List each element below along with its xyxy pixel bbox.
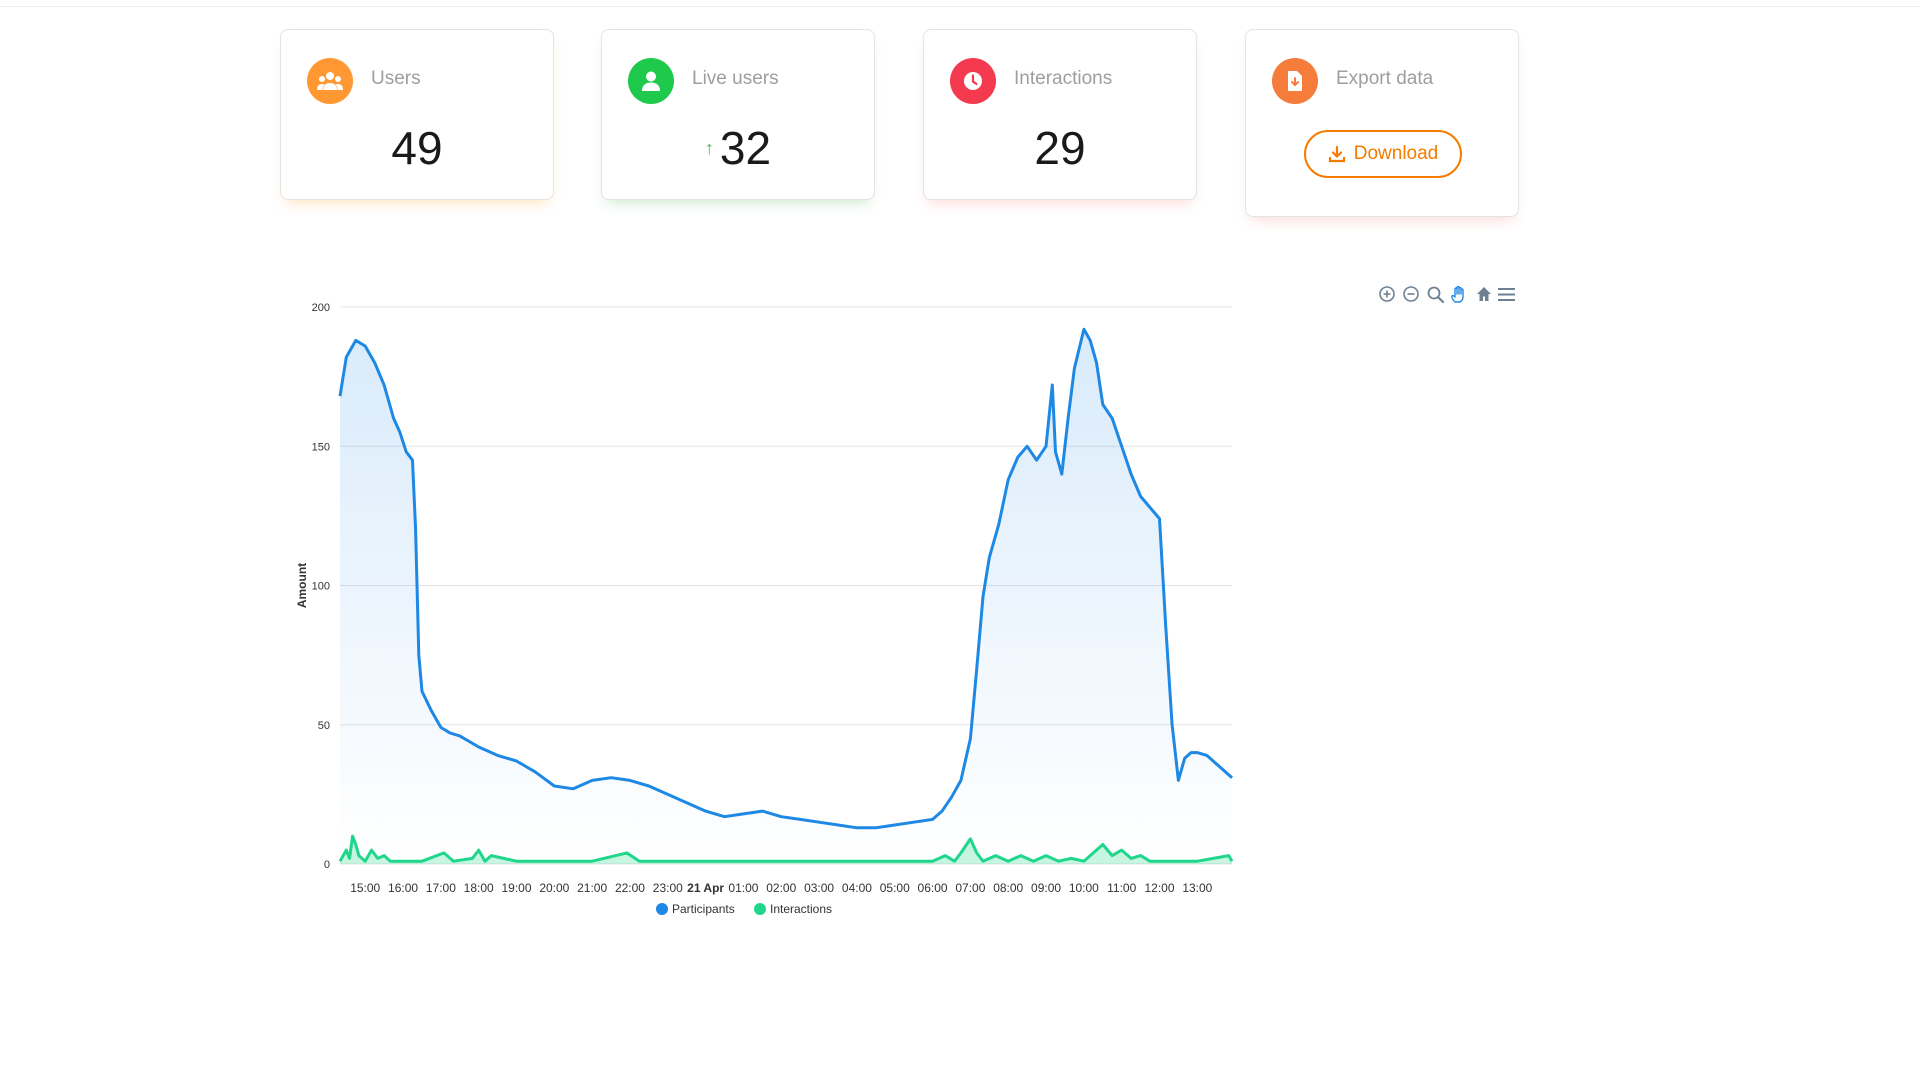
x-tick-label: 21 Apr [687, 881, 724, 895]
live-users-count: 32 [719, 122, 772, 174]
x-tick-label: 21:00 [577, 881, 607, 895]
legend-label: Participants [672, 902, 735, 916]
pan-hand-icon[interactable] [1451, 285, 1464, 303]
interactions-count: 29 [1034, 122, 1086, 174]
participants-interactions-chart: 0 50 100 150 200 Amount 15:00 16:00 17:00 18:00 19… [295, 285, 1515, 916]
y-tick-label: 100 [312, 581, 330, 593]
x-tick-label: 15:00 [350, 881, 380, 895]
x-tick-label: 04:00 [842, 881, 872, 895]
x-tick-label: 06:00 [918, 881, 948, 895]
home-icon[interactable] [1477, 287, 1491, 301]
live-users-label: Live users [692, 68, 779, 89]
y-axis-title: Amount [295, 563, 309, 608]
x-tick-label: 18:00 [464, 881, 494, 895]
user-icon [628, 58, 674, 104]
y-tick-label: 150 [312, 441, 330, 453]
interactions-card: Interactions 29 [923, 29, 1197, 200]
export-label: Export data [1336, 68, 1434, 89]
clock-icon [950, 58, 996, 104]
y-tick-label: 200 [312, 302, 330, 314]
y-tick-label: 0 [324, 859, 330, 871]
users-label: Users [371, 68, 421, 89]
legend-marker [754, 903, 766, 915]
magnifier-icon[interactable] [1427, 286, 1445, 304]
download-icon [1328, 145, 1345, 163]
x-tick-label: 10:00 [1069, 881, 1099, 895]
x-tick-label: 07:00 [955, 881, 985, 895]
zoom-in-icon[interactable] [1379, 286, 1395, 302]
interactions-line [338, 834, 1234, 863]
live-users-value-row: ↑ 32 [602, 121, 874, 175]
y-tick-label: 50 [318, 720, 330, 732]
x-tick-label: 01:00 [728, 881, 758, 895]
download-button[interactable]: Download [1304, 130, 1462, 178]
x-tick-label: 13:00 [1182, 881, 1212, 895]
x-tick-label: 02:00 [766, 881, 796, 895]
x-tick-label: 20:00 [539, 881, 569, 895]
trend-up-icon: ↑ [704, 138, 714, 158]
x-tick-label: 05:00 [880, 881, 910, 895]
x-tick-label: 03:00 [804, 881, 834, 895]
legend-marker [656, 903, 668, 915]
chart-toolbar [1379, 285, 1515, 304]
interactions-area [340, 836, 1232, 864]
zoom-out-icon[interactable] [1403, 286, 1419, 302]
x-tick-label: 16:00 [388, 881, 418, 895]
export-card: Export data Download [1245, 29, 1519, 217]
file-download-icon [1272, 58, 1318, 104]
participants-line [338, 327, 1233, 830]
interactions-label: Interactions [1014, 68, 1113, 89]
group-icon [307, 58, 353, 104]
x-tick-label: 23:00 [653, 881, 683, 895]
x-tick-label: 22:00 [615, 881, 645, 895]
participants-area [340, 329, 1232, 864]
live-users-card: Live users ↑ 32 [601, 29, 875, 200]
x-tick-label: 11:00 [1107, 881, 1136, 895]
x-tick-label: 12:00 [1144, 881, 1174, 895]
x-tick-label: 17:00 [426, 881, 456, 895]
users-card: Users 49 [280, 29, 554, 200]
x-tick-label: 09:00 [1031, 881, 1061, 895]
x-tick-label: 08:00 [993, 881, 1023, 895]
download-button-label: Download [1353, 143, 1439, 164]
legend-label: Interactions [770, 902, 832, 916]
users-count: 49 [391, 122, 443, 174]
x-tick-label: 19:00 [501, 881, 531, 895]
menu-icon[interactable] [1498, 288, 1515, 301]
top-divider [0, 0, 1920, 7]
